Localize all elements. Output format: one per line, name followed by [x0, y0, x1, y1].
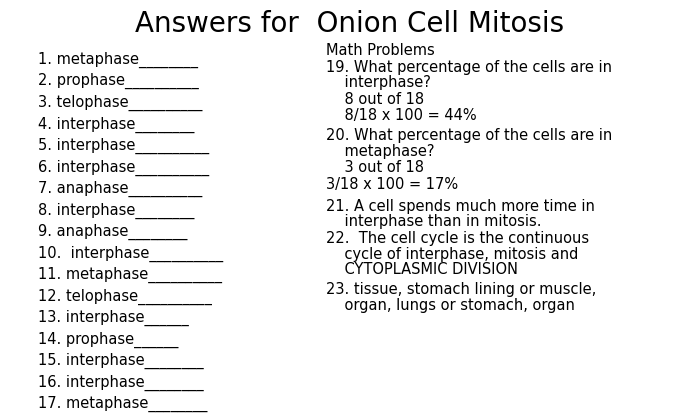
Text: 8/18 x 100 = 44%: 8/18 x 100 = 44%	[326, 107, 476, 122]
Text: 9. anaphase________: 9. anaphase________	[38, 223, 188, 240]
Text: Answers for  Onion Cell Mitosis: Answers for Onion Cell Mitosis	[135, 10, 565, 38]
Text: 3. telophase__________: 3. telophase__________	[38, 95, 203, 111]
Text: 20. What percentage of the cells are in: 20. What percentage of the cells are in	[326, 128, 612, 143]
Text: 1. metaphase________: 1. metaphase________	[38, 52, 199, 68]
Text: 13. interphase______: 13. interphase______	[38, 309, 189, 325]
Text: metaphase?: metaphase?	[326, 144, 434, 159]
Text: 19. What percentage of the cells are in: 19. What percentage of the cells are in	[326, 60, 612, 75]
Text: 8. interphase________: 8. interphase________	[38, 202, 195, 218]
Text: 15. interphase________: 15. interphase________	[38, 352, 204, 368]
Text: 21. A cell spends much more time in: 21. A cell spends much more time in	[326, 198, 594, 213]
Text: 12. telophase__________: 12. telophase__________	[38, 288, 212, 304]
Text: CYTOPLASMIC DIVISION: CYTOPLASMIC DIVISION	[326, 262, 517, 277]
Text: 2. prophase__________: 2. prophase__________	[38, 73, 200, 89]
Text: 11. metaphase__________: 11. metaphase__________	[38, 266, 223, 282]
Text: Math Problems: Math Problems	[326, 43, 434, 58]
Text: 8 out of 18: 8 out of 18	[326, 92, 424, 107]
Text: 17. metaphase________: 17. metaphase________	[38, 395, 208, 411]
Text: 7. anaphase__________: 7. anaphase__________	[38, 180, 203, 197]
Text: 14. prophase______: 14. prophase______	[38, 331, 179, 347]
Text: 5. interphase__________: 5. interphase__________	[38, 138, 209, 154]
Text: 6. interphase__________: 6. interphase__________	[38, 159, 209, 175]
Text: 3/18 x 100 = 17%: 3/18 x 100 = 17%	[326, 176, 458, 191]
Text: 23. tissue, stomach lining or muscle,: 23. tissue, stomach lining or muscle,	[326, 282, 596, 297]
Text: organ, lungs or stomach, organ: organ, lungs or stomach, organ	[326, 297, 575, 312]
Text: 16. interphase________: 16. interphase________	[38, 374, 204, 390]
Text: 10.  interphase__________: 10. interphase__________	[38, 245, 223, 261]
Text: 4. interphase________: 4. interphase________	[38, 116, 195, 132]
Text: cycle of interphase, mitosis and: cycle of interphase, mitosis and	[326, 246, 578, 261]
Text: 22.  The cell cycle is the continuous: 22. The cell cycle is the continuous	[326, 230, 589, 245]
Text: interphase?: interphase?	[326, 75, 430, 90]
Text: interphase than in mitosis.: interphase than in mitosis.	[326, 214, 541, 229]
Text: 3 out of 18: 3 out of 18	[326, 160, 424, 175]
